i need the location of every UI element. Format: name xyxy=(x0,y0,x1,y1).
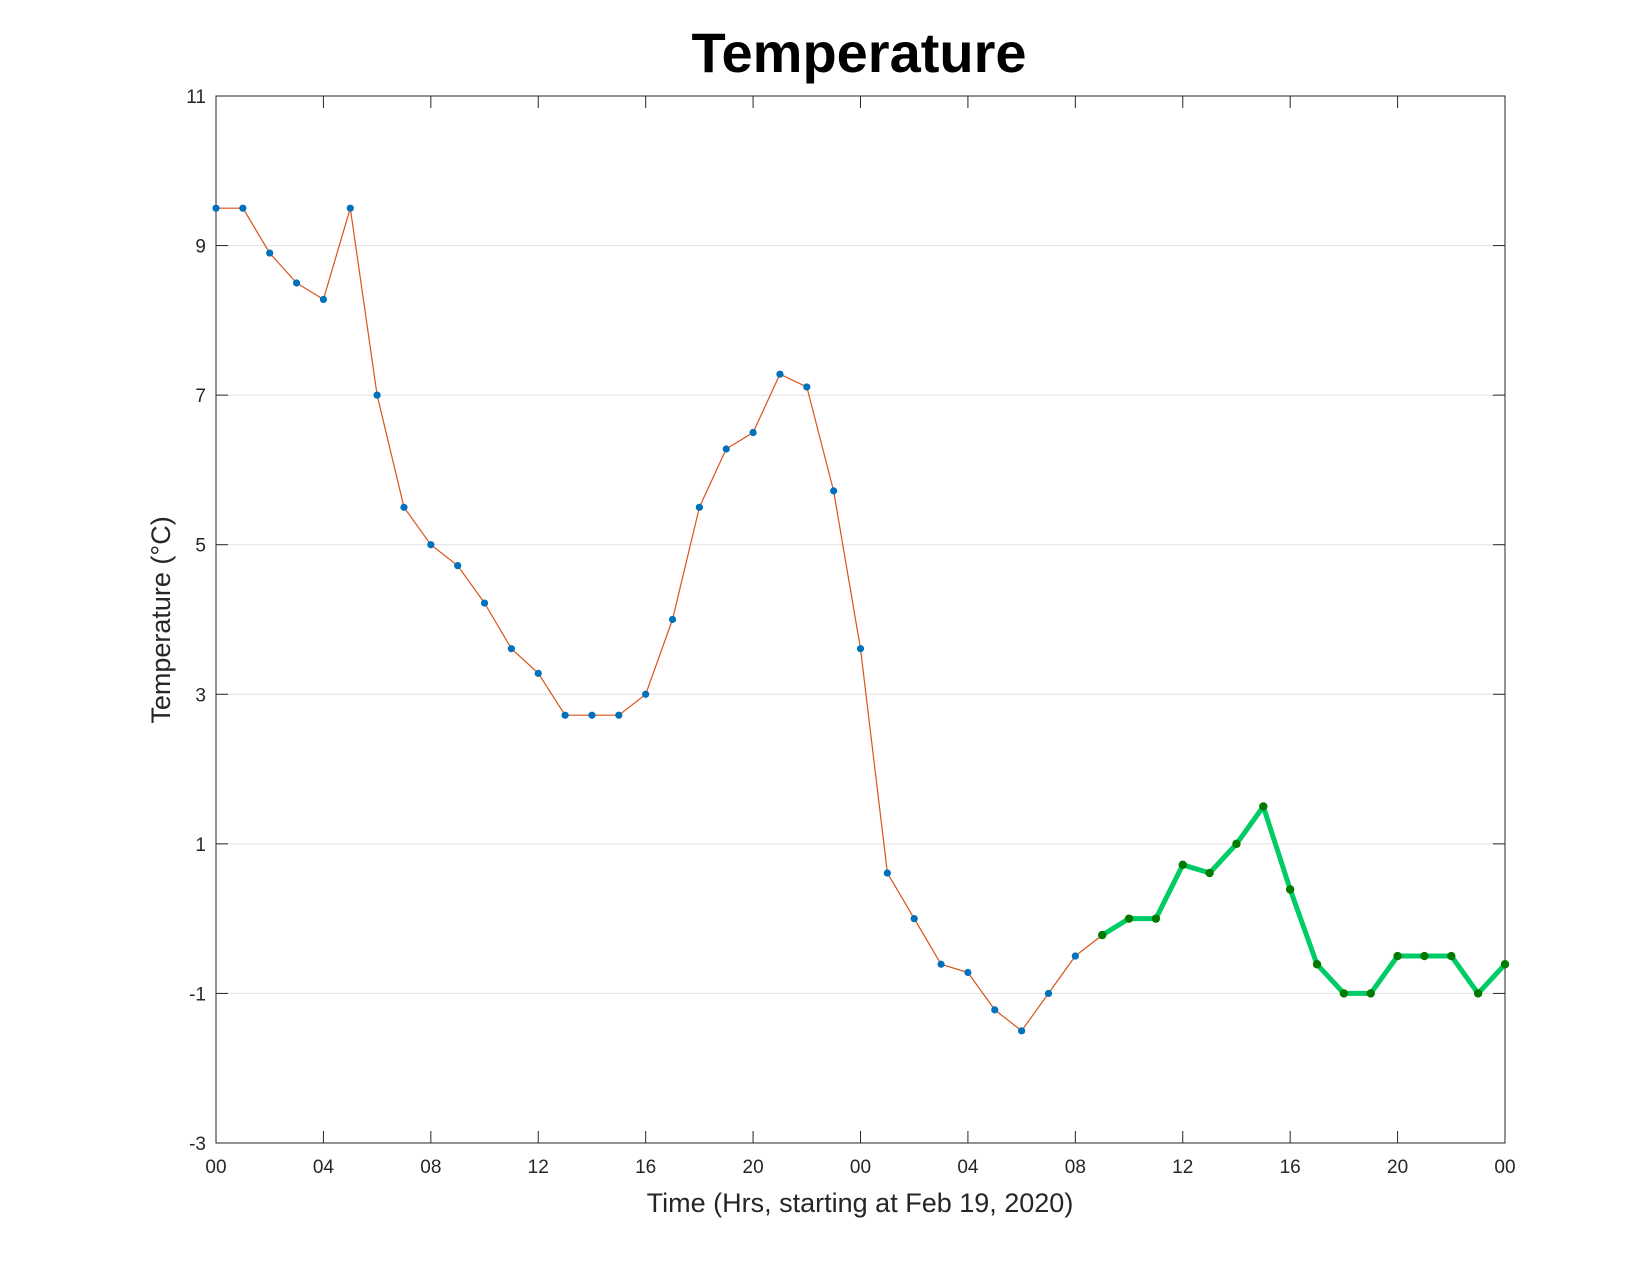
observed-data-point xyxy=(561,711,569,719)
x-tick-label: 00 xyxy=(205,1157,226,1178)
y-tick-label: 9 xyxy=(195,237,206,258)
y-tick-label: -3 xyxy=(189,1134,206,1155)
x-tick-label: 00 xyxy=(1494,1157,1515,1178)
x-tick-label: 00 xyxy=(850,1157,871,1178)
x-tick-label: 04 xyxy=(957,1157,979,1178)
axis-ticks: -3 -1 1 3 5 7 9 11 00 04 08 12 16 20 00 04 08 12 16 20 00 xyxy=(186,87,1515,1178)
observed-data-point xyxy=(212,204,220,212)
observed-data-point xyxy=(964,968,972,977)
observed-data-point xyxy=(668,615,677,624)
observed-data-point xyxy=(1018,1027,1026,1035)
observed-data-point xyxy=(642,690,650,698)
forecast-data-point xyxy=(1124,914,1134,923)
x-tick-label: 04 xyxy=(313,1157,335,1178)
observed-data-point xyxy=(373,391,381,399)
observed-data-point xyxy=(776,370,784,378)
observed-data-point xyxy=(830,487,838,495)
observed-data-point xyxy=(534,669,542,677)
forecast-data-point xyxy=(1447,951,1456,961)
observed-data-point xyxy=(507,645,515,653)
forecast-data-point xyxy=(1312,960,1322,969)
forecast-data-point xyxy=(1285,885,1295,894)
y-tick-label: 5 xyxy=(195,536,206,557)
x-tick-label: 16 xyxy=(635,1157,656,1178)
x-tick-label: 08 xyxy=(1065,1157,1086,1178)
observed-data-point xyxy=(454,562,462,570)
forecast-data-point xyxy=(1500,960,1510,969)
y-tick-label: 11 xyxy=(186,87,206,108)
forecast-data-point xyxy=(1473,989,1483,998)
observed-data-point xyxy=(722,445,730,453)
forecast-data-point xyxy=(1420,951,1429,961)
x-tick-label: 08 xyxy=(420,1157,441,1178)
observed-data-point xyxy=(1071,952,1079,960)
observed-data-point xyxy=(910,915,918,923)
x-tick-label: 12 xyxy=(1172,1157,1193,1178)
forecast-data-point xyxy=(1178,860,1187,869)
forecast-data-point xyxy=(1097,930,1107,940)
observed-data-point xyxy=(480,599,489,607)
observed-data-point xyxy=(749,428,757,437)
observed-data-point xyxy=(1044,989,1053,998)
observed-data-point xyxy=(346,204,354,212)
x-tick-label: 20 xyxy=(743,1157,764,1178)
x-tick-label: 16 xyxy=(1280,1157,1301,1178)
observed-data-point xyxy=(615,711,623,719)
observed-data-point xyxy=(400,503,408,511)
x-tick-label: 20 xyxy=(1387,1157,1408,1178)
chart-title: Temperature xyxy=(691,21,1026,84)
observed-data-point xyxy=(695,503,703,511)
observed-data-point xyxy=(883,869,891,877)
observed-data-point xyxy=(319,295,328,304)
observed-data-point xyxy=(991,1006,999,1014)
y-tick-label: 3 xyxy=(195,685,206,706)
forecast-data-point xyxy=(1366,989,1375,998)
y-tick-label: 1 xyxy=(195,835,206,856)
forecast-data-point xyxy=(1205,868,1214,878)
observed-data-point xyxy=(266,249,274,257)
x-axis-label: Time (Hrs, starting at Feb 19, 2020) xyxy=(647,1188,1074,1218)
observed-data-point xyxy=(937,960,945,968)
y-tick-label: 7 xyxy=(195,386,206,407)
observed-data-point xyxy=(239,204,247,212)
y-axis-label: Temperature (°C) xyxy=(146,516,176,723)
forecast-data-point xyxy=(1339,989,1349,998)
y-tick-label: -1 xyxy=(189,984,206,1005)
observed-data-point xyxy=(856,645,865,653)
observed-data-point xyxy=(292,279,301,287)
forecast-data-point xyxy=(1232,839,1241,849)
forecast-data-point xyxy=(1393,951,1402,961)
forecast-series-line xyxy=(1100,804,1507,996)
forecast-data-point xyxy=(1151,914,1161,923)
observed-data-point xyxy=(588,711,596,719)
observed-series-line xyxy=(216,207,1103,1032)
observed-data-point xyxy=(427,541,435,549)
data-series xyxy=(212,204,1510,1035)
x-tick-label: 12 xyxy=(528,1157,549,1178)
forecast-data-point xyxy=(1259,802,1268,811)
observed-data-point xyxy=(803,383,811,391)
